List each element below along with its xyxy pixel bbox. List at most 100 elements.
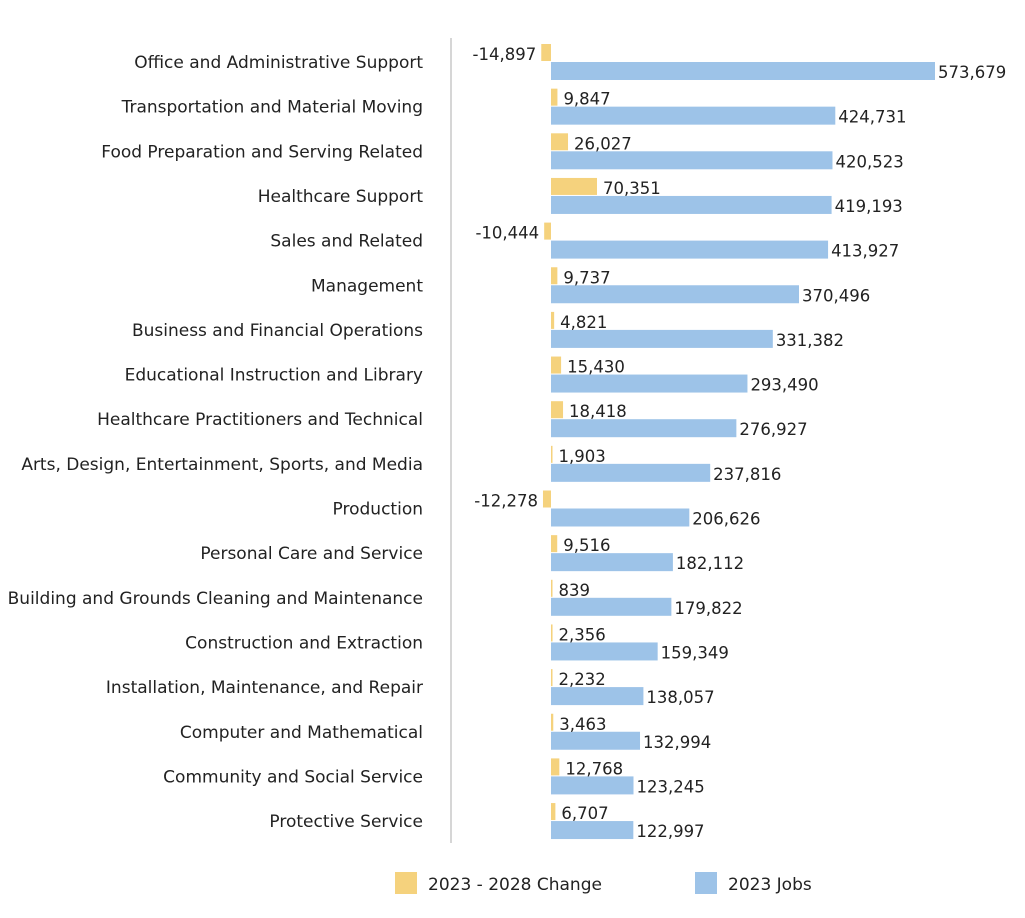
jobs-bar-sales-and-related <box>551 240 829 259</box>
change-bar-community-and-social-service <box>551 758 560 776</box>
category-label-healthcare-support: Healthcare Support <box>258 187 424 207</box>
jobs-bar-computer-and-mathematical <box>551 731 641 750</box>
change-value-label-food-preparation-and-serving-related: 26,027 <box>574 134 632 153</box>
category-label-business-and-financial-operations: Business and Financial Operations <box>132 321 423 341</box>
jobs-value-label-protective-service: 122,997 <box>636 822 704 841</box>
jobs-value-label-business-and-financial-operations: 331,382 <box>776 331 844 350</box>
jobs-value-label-educational-instruction-and-library: 293,490 <box>750 376 818 395</box>
jobs-value-label-computer-and-mathematical: 132,994 <box>643 733 711 752</box>
legend-swatch-2023-jobs <box>695 872 717 894</box>
change-bar-building-and-grounds-cleaning-and-maintenance <box>551 579 553 597</box>
change-value-label-computer-and-mathematical: 3,463 <box>559 715 606 734</box>
jobs-bar-transportation-and-material-moving <box>551 106 836 125</box>
category-label-construction-and-extraction: Construction and Extraction <box>185 633 423 653</box>
category-label-arts-design-entertainment-sports-and-media: Arts, Design, Entertainment, Sports, and… <box>21 455 423 475</box>
change-bar-office-and-administrative-support <box>541 44 551 61</box>
jobs-bar-educational-instruction-and-library <box>551 374 748 393</box>
jobs-bar-arts-design-entertainment-sports-and-media <box>551 463 711 482</box>
jobs-value-label-personal-care-and-service: 182,112 <box>676 554 744 573</box>
change-value-label-arts-design-entertainment-sports-and-media: 1,903 <box>559 447 606 466</box>
change-value-label-protective-service: 6,707 <box>561 804 608 823</box>
category-labels: Office and Administrative Support Transpo… <box>8 53 424 832</box>
category-label-management: Management <box>311 276 423 296</box>
jobs-value-label-construction-and-extraction: 159,349 <box>661 643 729 662</box>
change-value-label-business-and-financial-operations: 4,821 <box>560 313 607 332</box>
category-label-office-and-administrative-support: Office and Administrative Support <box>134 53 423 73</box>
change-bar-computer-and-mathematical <box>551 713 554 731</box>
jobs-bar-construction-and-extraction <box>551 642 658 661</box>
category-label-healthcare-practitioners-and-technical: Healthcare Practitioners and Technical <box>97 410 423 430</box>
change-value-label-construction-and-extraction: 2,356 <box>559 625 606 644</box>
change-bar-transportation-and-material-moving <box>551 88 558 106</box>
jobs-value-label-healthcare-practitioners-and-technical: 276,927 <box>739 420 807 439</box>
jobs-bar-healthcare-practitioners-and-technical <box>551 419 737 438</box>
category-label-computer-and-mathematical: Computer and Mathematical <box>180 723 423 743</box>
category-label-production: Production <box>333 500 423 520</box>
category-label-sales-and-related: Sales and Related <box>270 232 423 252</box>
jobs-bar-protective-service <box>551 821 634 840</box>
jobs-bar-management <box>551 285 799 304</box>
data-labels: -14,897 573,679 9,847 424,731 26,027 420,523 7… <box>473 45 1007 841</box>
jobs-value-label-sales-and-related: 413,927 <box>831 242 899 261</box>
jobs-bar-installation-maintenance-and-repair <box>551 687 644 706</box>
change-value-label-transportation-and-material-moving: 9,847 <box>563 90 610 109</box>
change-value-label-office-and-administrative-support: -14,897 <box>473 45 537 64</box>
change-bar-healthcare-support <box>551 177 597 195</box>
change-bar-personal-care-and-service <box>551 535 558 553</box>
category-label-educational-instruction-and-library: Educational Instruction and Library <box>125 366 423 386</box>
change-bar-management <box>551 267 558 285</box>
jobs-bar-community-and-social-service <box>551 776 634 795</box>
change-value-label-healthcare-practitioners-and-technical: 18,418 <box>569 402 627 421</box>
change-bar-installation-maintenance-and-repair <box>551 669 553 687</box>
jobs-bar-building-and-grounds-cleaning-and-maintenance <box>551 597 672 616</box>
jobs-value-label-arts-design-entertainment-sports-and-media: 237,816 <box>713 465 781 484</box>
change-bar-construction-and-extraction <box>551 624 553 642</box>
change-value-label-personal-care-and-service: 9,516 <box>563 536 610 555</box>
jobs-value-label-management: 370,496 <box>802 286 870 305</box>
jobs-bar-food-preparation-and-serving-related <box>551 151 833 170</box>
change-value-label-building-and-grounds-cleaning-and-maintenance: 839 <box>559 581 591 600</box>
category-label-building-and-grounds-cleaning-and-maintenance: Building and Grounds Cleaning and Mainte… <box>8 589 423 609</box>
jobs-value-label-food-preparation-and-serving-related: 420,523 <box>835 152 903 171</box>
jobs-bar-production <box>551 508 690 527</box>
jobs-value-label-transportation-and-material-moving: 424,731 <box>838 108 906 127</box>
jobs-bar-office-and-administrative-support <box>551 62 935 80</box>
category-label-installation-maintenance-and-repair: Installation, Maintenance, and Repair <box>106 678 423 698</box>
legend: 2023 - 2028 Change 2023 Jobs <box>395 872 812 895</box>
category-label-food-preparation-and-serving-related: Food Preparation and Serving Related <box>101 142 423 162</box>
change-value-label-healthcare-support: 70,351 <box>603 179 661 198</box>
change-value-label-installation-maintenance-and-repair: 2,232 <box>559 670 606 689</box>
jobs-value-label-building-and-grounds-cleaning-and-maintenance: 179,822 <box>674 599 742 618</box>
category-label-community-and-social-service: Community and Social Service <box>163 767 423 787</box>
legend-label-2023-jobs: 2023 Jobs <box>728 875 812 895</box>
category-label-transportation-and-material-moving: Transportation and Material Moving <box>121 98 423 118</box>
change-value-label-management: 9,737 <box>563 268 610 287</box>
jobs-value-label-community-and-social-service: 123,245 <box>636 777 704 796</box>
change-bar-healthcare-practitioners-and-technical <box>551 401 564 419</box>
jobs-value-label-office-and-administrative-support: 573,679 <box>938 63 1006 82</box>
category-label-personal-care-and-service: Personal Care and Service <box>200 544 423 564</box>
change-bar-production <box>542 490 551 508</box>
legend-swatch-2023-2028-change <box>395 872 417 894</box>
change-bar-arts-design-entertainment-sports-and-media <box>551 445 553 463</box>
change-bar-food-preparation-and-serving-related <box>551 133 569 151</box>
change-bar-sales-and-related <box>544 222 551 240</box>
jobs-bar-personal-care-and-service <box>551 553 673 572</box>
jobs-bar-healthcare-support <box>551 195 832 214</box>
jobs-value-label-healthcare-support: 419,193 <box>835 197 903 216</box>
change-bar-protective-service <box>551 803 556 821</box>
change-value-label-production: -12,278 <box>474 492 538 511</box>
change-value-label-sales-and-related: -10,444 <box>475 224 539 243</box>
jobs-value-label-installation-maintenance-and-repair: 138,057 <box>646 688 714 707</box>
bar-marks <box>541 44 935 840</box>
jobs-value-label-production: 206,626 <box>692 510 760 529</box>
category-label-protective-service: Protective Service <box>269 812 423 832</box>
change-value-label-educational-instruction-and-library: 15,430 <box>567 358 625 377</box>
change-bar-business-and-financial-operations <box>551 311 555 329</box>
legend-label-2023-2028-change: 2023 - 2028 Change <box>428 875 602 895</box>
change-bar-educational-instruction-and-library <box>551 356 562 374</box>
jobs-bar-business-and-financial-operations <box>551 329 773 348</box>
change-value-label-community-and-social-service: 12,768 <box>565 759 623 778</box>
